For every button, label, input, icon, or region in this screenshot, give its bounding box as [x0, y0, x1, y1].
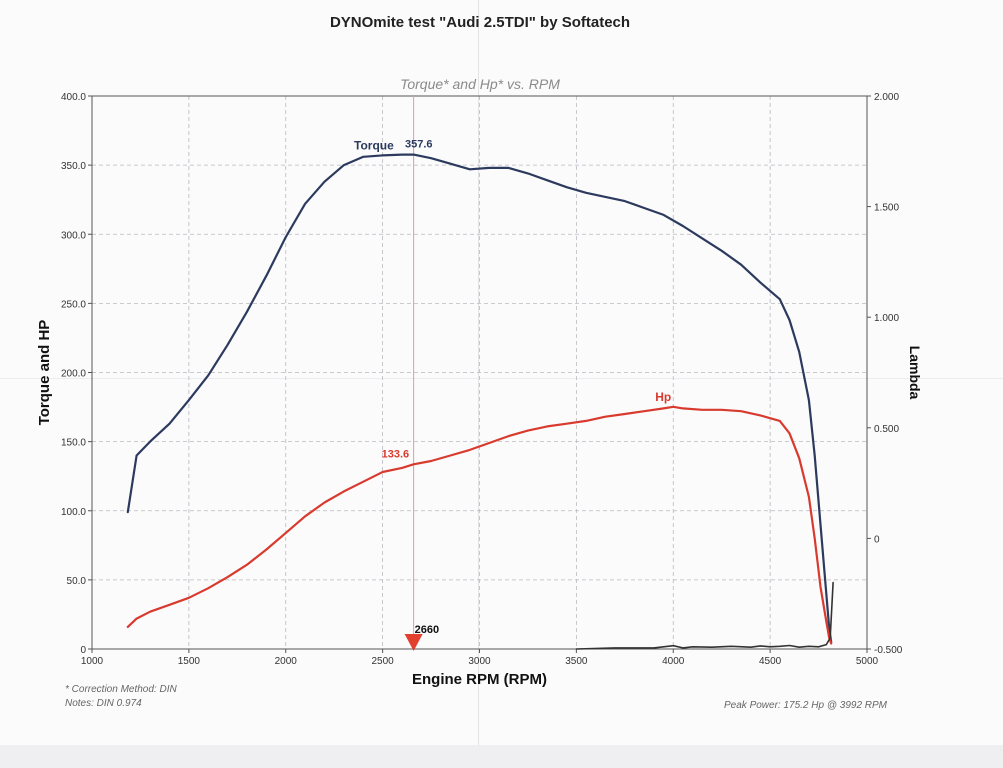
notes-line: Notes: DIN 0.974 [65, 698, 142, 709]
y-axis-label: Torque and HP [36, 320, 53, 426]
y2-tick-label: -0.500 [874, 645, 903, 656]
x-tick-label: 5000 [856, 656, 879, 667]
y2-tick-label: 1.500 [874, 203, 899, 214]
y-tick-label: 350.0 [61, 161, 86, 172]
x-tick-label: 1500 [178, 656, 201, 667]
y-axis-ticks: 0 50.0 100.0 150.0 200.0 250.0 300.0 350.0 400.0 [61, 92, 92, 656]
y-tick-label: 150.0 [61, 438, 86, 449]
scan-border [0, 745, 1003, 768]
x-axis-ticks: 1000 1500 2000 2500 3000 3500 4000 4500 5000 [81, 649, 879, 667]
y-tick-label: 50.0 [67, 576, 87, 587]
y-tick-label: 200.0 [61, 369, 86, 380]
y-tick-label: 0 [80, 645, 86, 656]
y-tick-label: 300.0 [61, 230, 86, 241]
y-tick-label: 400.0 [61, 92, 86, 103]
x-tick-label: 2000 [275, 656, 298, 667]
y2-tick-label: 0.500 [874, 424, 899, 435]
torque-peak-label: 357.6 [405, 139, 433, 151]
y2-axis-ticks: -0.500 0 0.500 1.000 1.500 2.000 [867, 92, 903, 656]
series-line-1 [126, 405, 833, 645]
series-layer [126, 153, 834, 650]
rpm-cursor-marker [404, 634, 423, 651]
y2-tick-label: 0 [874, 534, 880, 545]
y-tick-label: 100.0 [61, 507, 86, 518]
x-tick-label: 4000 [662, 656, 685, 667]
y2-tick-label: 2.000 [874, 92, 899, 103]
hp-cursor-label: 133.6 [382, 448, 410, 460]
y-tick-label: 250.0 [61, 299, 86, 310]
x-tick-label: 3000 [468, 656, 491, 667]
hp-series-label: Hp [655, 390, 671, 404]
x-axis-label: Engine RPM (RPM) [412, 671, 547, 688]
dyno-chart: 1000 1500 2000 2500 3000 3500 4000 4500 5000 0 50… [36, 76, 923, 688]
rpm-cursor-label: 2660 [415, 624, 439, 636]
series-line-2 [575, 581, 834, 650]
x-tick-label: 2500 [372, 656, 395, 667]
x-tick-label: 1000 [81, 656, 104, 667]
paper-fold-horizontal [0, 378, 1003, 379]
peak-power-note: Peak Power: 175.2 Hp @ 3992 RPM [724, 700, 888, 711]
y2-tick-label: 1.000 [874, 313, 899, 324]
document-title: DYNOmite test "Audi 2.5TDI" by Softatech [329, 14, 631, 31]
series-line-0 [126, 153, 833, 644]
y2-axis-label: Lambda [907, 346, 923, 400]
chart-title: Torque* and Hp* vs. RPM [400, 76, 560, 92]
x-tick-label: 3500 [565, 656, 588, 667]
x-tick-label: 4500 [759, 656, 782, 667]
correction-note: * Correction Method: DIN [65, 684, 177, 695]
torque-series-label: Torque [354, 139, 394, 153]
grid-lines [92, 96, 867, 649]
